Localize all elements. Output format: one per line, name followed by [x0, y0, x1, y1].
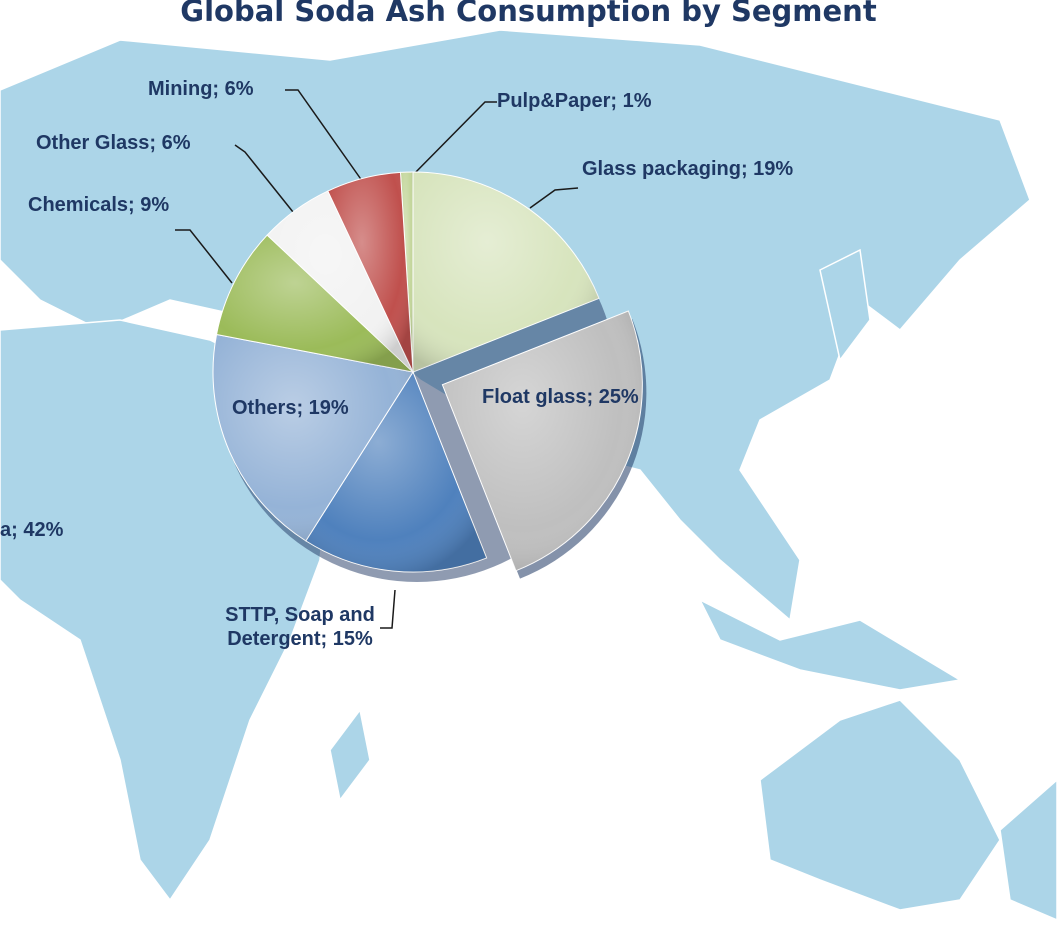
annotation: a; 42% — [0, 519, 64, 541]
data-label: Other Glass; 6% — [36, 132, 191, 154]
slice-shine — [216, 235, 413, 372]
data-label: Chemicals; 9% — [28, 194, 170, 216]
data-label: STTP, Soap and Detergent; 15% — [225, 604, 375, 650]
slice-shine — [267, 191, 413, 372]
pie — [212, 171, 647, 582]
data-label: Mining; 6% — [148, 78, 254, 100]
slice-shine — [213, 334, 413, 541]
data-label: Pulp&Paper; 1% — [497, 90, 652, 112]
slice-shine — [305, 372, 487, 573]
chart-title: Global Soda Ash Consumption by Segment — [180, 0, 877, 28]
leader-lines — [175, 89, 579, 629]
slice-shine — [442, 311, 643, 571]
data-label: Others; 19% — [232, 397, 349, 419]
slice-shine — [327, 172, 413, 372]
slice-shine — [413, 172, 599, 372]
data-label: Float glass; 25% — [482, 386, 639, 408]
data-label: Glass packaging; 19% — [582, 158, 794, 180]
